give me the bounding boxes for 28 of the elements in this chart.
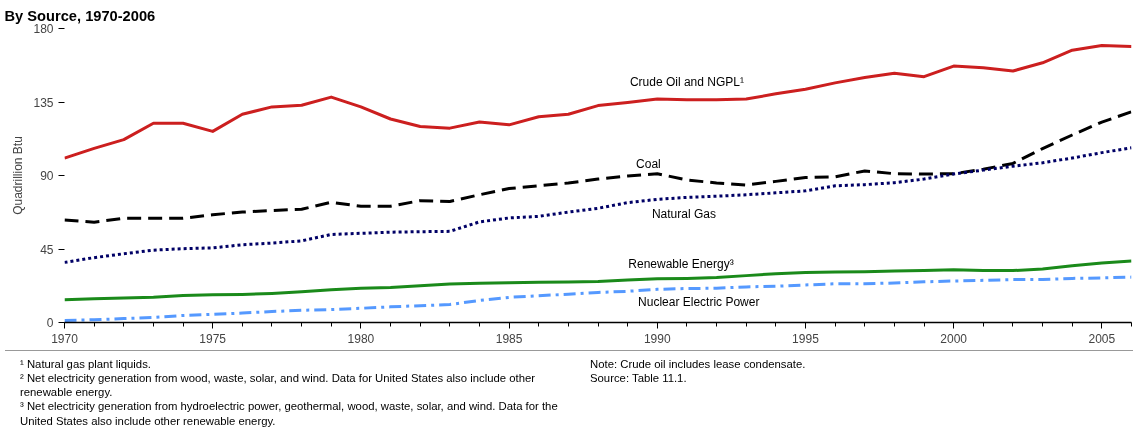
y-tick-label: 45: [40, 242, 54, 257]
series-label: Nuclear Electric Power: [638, 295, 760, 310]
chart-title: By Source, 1970-2006: [4, 7, 156, 24]
x-tick-label: 2000: [940, 331, 968, 346]
text: ¹ Natural gas plant liquids.: [20, 358, 151, 370]
text: Note: Crude oil includes lease condensate.: [590, 358, 806, 370]
text: ³ Net electricity generation from hydroelectric power, geothermal, wood, waste, solar, and wind. Data for the United States also include other renewable energy.: [20, 400, 558, 427]
y-axis-title: Quadrillion Btu: [11, 136, 26, 215]
x-tick-label: 1970: [51, 331, 79, 346]
y-tick-label: 0: [46, 316, 54, 330]
source-note: Source: Table 11.1.: [590, 372, 687, 385]
y-tick-label: 90: [40, 169, 54, 183]
x-tick-label: 1995: [792, 331, 820, 346]
series-label: Crude Oil and NGPL¹: [629, 75, 744, 90]
x-tick-label: 1985: [495, 331, 523, 346]
series-label: Coal: [636, 157, 661, 172]
text: ² Net electricity generation from wood, waste, solar, and wind. Data for United States also include other renewable energy.: [20, 372, 536, 399]
x-tick-label: 2005: [1088, 331, 1116, 346]
series-label: Renewable Energy³: [628, 256, 734, 271]
series-label: Natural Gas: [651, 206, 716, 221]
x-tick-label: 1975: [199, 331, 227, 346]
x-tick-label: 1990: [643, 331, 671, 346]
line-series: [64, 275, 1132, 323]
x-tick-label: 1980: [347, 331, 375, 346]
line-series: [64, 43, 1132, 160]
line-series: [64, 110, 1132, 224]
y-tick-label: 180: [33, 22, 54, 36]
y-tick-label: 135: [33, 95, 54, 110]
